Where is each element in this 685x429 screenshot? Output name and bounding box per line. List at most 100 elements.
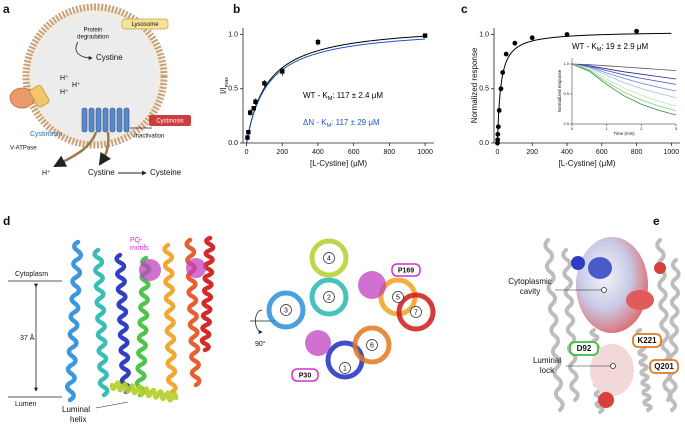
annotation-part: M [597, 47, 602, 53]
trace [571, 63, 677, 92]
text: Luminal [533, 356, 561, 365]
fit-curve [246, 38, 426, 144]
text: Cystine [96, 53, 123, 62]
label-box [391, 263, 421, 277]
data-point [564, 32, 570, 37]
surface [588, 257, 612, 279]
text: P30 [299, 372, 312, 379]
lysosome-lumen [33, 14, 157, 138]
text: Inactivation [134, 134, 164, 140]
y-axis-label-sub: max [224, 77, 230, 88]
y-tick-label: 0.5 [479, 86, 489, 93]
residue-label: D92 [577, 344, 592, 353]
text: Cytoplasmic [508, 277, 552, 286]
helix-number-badge [410, 306, 422, 318]
data-point [495, 137, 501, 143]
text: motifs [130, 245, 149, 252]
data-point [253, 99, 258, 104]
helix-number-badge [323, 252, 335, 264]
x-tick-label: 0 [571, 126, 574, 131]
label-box [149, 115, 191, 126]
x-tick-label: 0 [245, 149, 249, 156]
x-tick-label: 1000 [664, 149, 680, 156]
text: H⁺ [60, 75, 69, 82]
pq-motif [186, 258, 206, 278]
text: H⁺ [42, 170, 51, 177]
fit-curve [496, 32, 672, 143]
pq-motif [305, 330, 331, 356]
x-tick-label: 400 [561, 149, 573, 156]
text: Luminal [62, 405, 90, 414]
data-point [280, 69, 285, 74]
panel-d: Cytoplasm 37 Å Lumen Luminal helix PQ- m… [8, 235, 436, 424]
helix-number: 2 [327, 294, 331, 301]
helix-number-badge [323, 291, 335, 303]
annotation-part: : 117 ± 2.4 μM [332, 91, 383, 100]
y-tick-label: 0.5 [563, 91, 569, 96]
label-box [291, 368, 319, 382]
text: H⁺ [60, 89, 69, 96]
helix-number-badge [392, 291, 404, 303]
y-tick-label: 1.0 [563, 61, 569, 66]
fit-annotation: WT - KM: 19 ± 2.9 μM [572, 42, 648, 53]
data-point [422, 33, 428, 38]
text: cavity [520, 287, 540, 296]
panel-label: a [3, 2, 10, 16]
text: PQ- [130, 237, 143, 244]
data-point [495, 124, 501, 130]
data-point [495, 131, 501, 137]
annotation-part: M [328, 96, 333, 102]
x-axis-label: [L-Cystine] (μM) [310, 159, 367, 168]
helix-number: 3 [284, 307, 288, 314]
x-tick-label: 800 [384, 149, 396, 156]
v-atpase [29, 85, 50, 108]
helix [162, 242, 178, 395]
x-tick-label: 1 [606, 126, 609, 131]
annotation-part: WT - K [303, 91, 328, 100]
data-point [247, 110, 253, 115]
x-tick-label: 200 [276, 149, 288, 156]
label-box [569, 341, 599, 356]
helix-number: 1 [343, 365, 347, 372]
panel-label: c [461, 2, 468, 16]
ribbon [667, 258, 681, 412]
helix-top [396, 292, 436, 332]
trace [571, 63, 677, 107]
y-tick-label: 1.0 [228, 31, 238, 38]
residue-label: Q201 [654, 362, 674, 371]
surface [590, 344, 634, 396]
x-tick-label: 2 [640, 126, 643, 131]
text: Cysteine [150, 168, 182, 177]
pq-motif [358, 271, 386, 299]
residue-label: K221 [637, 336, 657, 345]
y-axis-label-main: I/I [219, 87, 228, 94]
data-point [498, 86, 504, 92]
annotation-part: M [327, 123, 332, 129]
helix-top [309, 238, 349, 278]
y-axis-label: I/Imax [219, 77, 230, 94]
helix [114, 252, 132, 395]
annotation-part: : 19 ± 2.9 μM [601, 42, 648, 51]
surface [576, 237, 648, 333]
data-point [245, 135, 250, 140]
x-tick-label: 200 [526, 149, 538, 156]
x-tick-label: 1000 [417, 149, 433, 156]
text: Lumen [15, 401, 37, 408]
data-point [634, 28, 639, 34]
label-box [632, 333, 662, 348]
helix-number: 6 [370, 342, 374, 349]
x-tick-label: 800 [631, 149, 643, 156]
trace [571, 63, 677, 80]
marker [610, 363, 616, 369]
arrow [53, 131, 98, 168]
helix-number: 7 [414, 309, 418, 316]
text: Protein [83, 28, 102, 34]
inset-frame [572, 58, 676, 124]
y-tick-label: 0.0 [479, 140, 489, 147]
surface [598, 392, 614, 408]
helix-number-badge [339, 362, 351, 374]
trace [571, 63, 677, 85]
helix-number-badge [366, 339, 378, 351]
trace [571, 63, 677, 71]
